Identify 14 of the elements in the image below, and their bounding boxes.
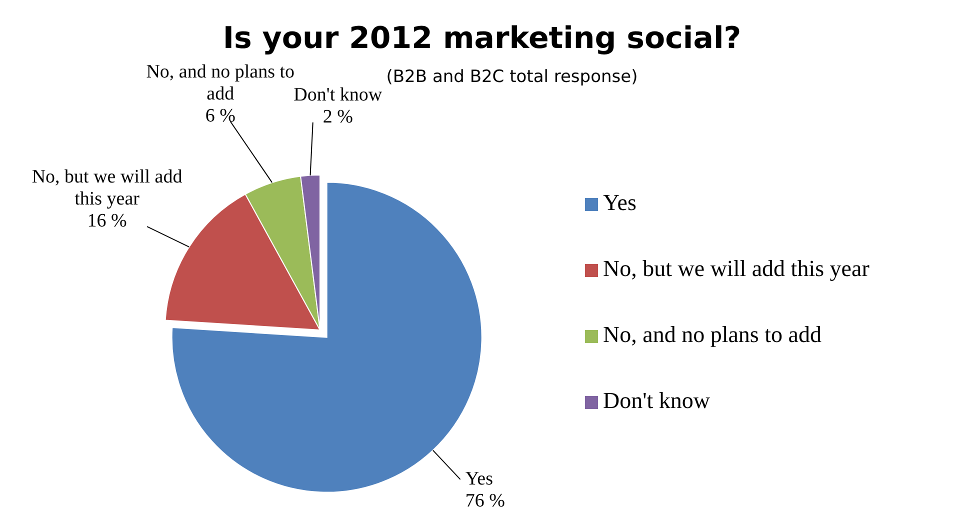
data-label: 16 % (87, 210, 128, 232)
legend-label: Don't know (603, 388, 710, 413)
legend-label: No, but we will add this year (603, 256, 870, 281)
data-label: 76 % (465, 490, 506, 512)
legend-label: No, and no plans to add (603, 322, 822, 347)
slice-label: Don't know (294, 84, 382, 106)
data-label: 2 % (322, 106, 354, 128)
slice-label: No, and no plans to add (146, 61, 295, 104)
slice-label: No, but we will add this year (32, 166, 183, 210)
slice-label: Yes (465, 468, 493, 490)
data-label: 6 % (205, 105, 236, 126)
chart-title: Is your 2012 marketing social? (222, 21, 742, 56)
chart-subtitle: (B2B and B2C total response) (386, 67, 638, 87)
legend-label: Yes (603, 190, 637, 215)
